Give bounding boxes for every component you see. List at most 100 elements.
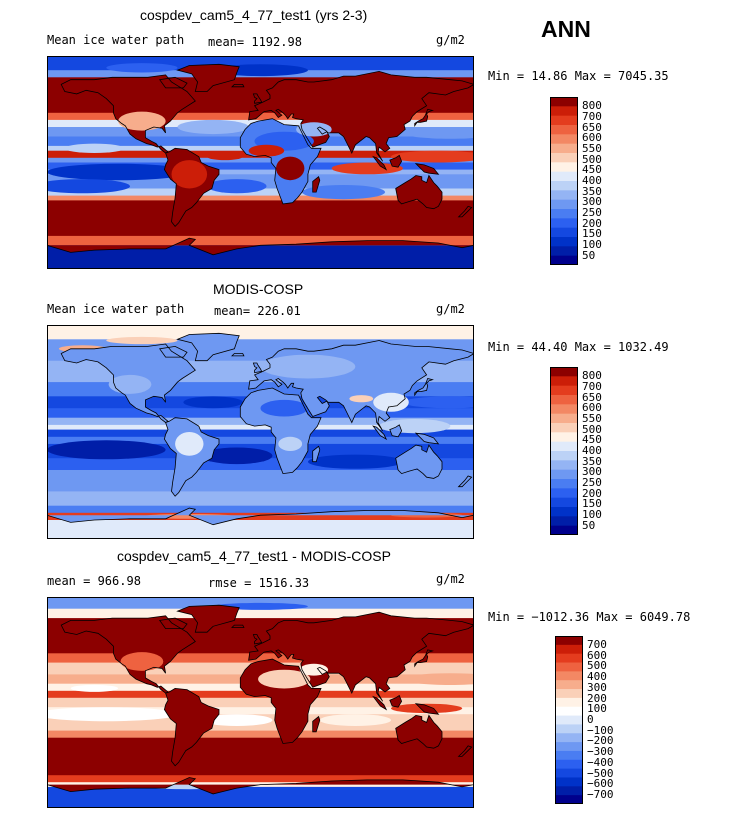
- colorbar-swatch: [550, 246, 578, 257]
- field-blob: [319, 714, 391, 726]
- coastline: [414, 703, 440, 715]
- colorbar-swatch: [550, 209, 578, 219]
- land-fill: [458, 206, 472, 217]
- coastline: [312, 176, 321, 193]
- colorbar-tick-label: −500: [587, 766, 614, 780]
- colorbar-tick-label: 300: [582, 195, 602, 209]
- colorbar-swatch: [550, 488, 578, 499]
- colorbar-swatch: [550, 181, 578, 191]
- coastline: [231, 624, 245, 628]
- colorbar-swatch: [555, 724, 583, 734]
- field-band: [47, 429, 474, 438]
- field-blob: [108, 374, 152, 394]
- panel-1-variable-label: Mean ice water path: [47, 33, 185, 47]
- field-blob: [391, 150, 474, 163]
- colorbar-tick-label: 550: [582, 142, 602, 155]
- panel-3-map-svg: [47, 597, 474, 808]
- colorbar-tick-label: 50: [582, 518, 596, 532]
- land-fill: [177, 605, 240, 633]
- colorbar-swatch: [550, 162, 578, 173]
- panel-3-minmax: Min = −1012.36 Max = 6049.78: [488, 610, 691, 624]
- colorbar-tick-label: −200: [587, 734, 614, 748]
- coastline: [158, 617, 188, 629]
- land-fill: [373, 156, 387, 170]
- colorbar-swatch: [555, 733, 583, 743]
- colorbar-tick-label: −700: [587, 788, 614, 802]
- panel-3-colorbar: [555, 636, 635, 804]
- coastline: [312, 715, 321, 733]
- panel-1-map: [47, 56, 474, 269]
- colorbar-frame: [550, 367, 578, 535]
- land-fill: [248, 612, 474, 702]
- field-blob: [120, 652, 164, 671]
- coastline: [457, 475, 473, 488]
- colorbar-swatch: [555, 653, 583, 664]
- colorbar-swatch: [550, 507, 578, 517]
- colorbar-tick-label: 700: [587, 637, 607, 651]
- land-fill: [389, 424, 402, 437]
- field-blob: [402, 127, 474, 139]
- panel-2-title: MODIS-COSP: [213, 281, 304, 297]
- colorbar-tick-label: 150: [582, 227, 602, 241]
- panel-2-map-svg: [47, 325, 474, 539]
- colorbar-tick-label: 450: [582, 163, 602, 177]
- coastline: [60, 615, 196, 694]
- field-band: [47, 200, 474, 237]
- colorbar-swatch: [550, 199, 578, 210]
- field-blob: [172, 700, 206, 729]
- land-fill: [395, 175, 442, 209]
- colorbar-tick-label: 500: [582, 422, 602, 436]
- colorbar-swatch: [555, 768, 583, 778]
- colorbar-swatch: [550, 115, 578, 126]
- colorbar-tick-label: 800: [582, 369, 602, 383]
- field-blob: [47, 440, 166, 460]
- field-band: [47, 436, 474, 445]
- coastline: [457, 205, 473, 218]
- coastline: [163, 417, 220, 497]
- colorbar-tick-label: 400: [587, 670, 607, 684]
- panel-2-colorbar: [550, 367, 630, 535]
- field-band: [47, 491, 474, 507]
- land-fill: [232, 84, 244, 87]
- colorbar-tick-label: 100: [582, 238, 602, 251]
- panel-2-colorbar-svg: [550, 367, 578, 535]
- coastline: [414, 108, 434, 128]
- field-blob: [258, 669, 311, 689]
- land-fill: [395, 715, 442, 749]
- colorbar-swatch: [550, 413, 578, 424]
- panel-3-title: cospdev_cam5_4_77_test1 - MODIS-COSP: [117, 548, 391, 564]
- field-band: [47, 325, 474, 340]
- field-blob: [183, 396, 243, 409]
- field-blob: [260, 399, 308, 417]
- panel-1-mean: mean= 1192.98: [208, 35, 302, 49]
- field-band: [47, 245, 474, 269]
- colorbar-tick-label: 500: [587, 659, 607, 673]
- field-blob: [331, 162, 403, 175]
- colorbar-tick-label: 600: [587, 648, 607, 662]
- colorbar-swatch: [550, 395, 578, 405]
- land-fill: [415, 703, 439, 715]
- coastline: [176, 332, 240, 362]
- colorbar-tick-label: 350: [582, 184, 602, 198]
- field-band: [47, 162, 474, 171]
- field-band: [47, 157, 474, 164]
- panel-1-colorbar: [550, 97, 630, 265]
- coastline: [239, 658, 322, 744]
- colorbar-tick-label: 400: [582, 174, 602, 187]
- colorbar-swatch: [550, 218, 578, 229]
- panel-2-minmax: Min = 44.40 Max = 1032.49: [488, 340, 669, 354]
- field-band: [47, 707, 474, 715]
- colorbar-tick-label: 300: [582, 465, 602, 479]
- field-blob: [296, 122, 332, 137]
- land-fill: [232, 353, 244, 356]
- colorbar-swatch: [550, 469, 578, 480]
- coastline: [60, 74, 196, 154]
- colorbar-swatch: [555, 777, 583, 787]
- land-fill: [389, 695, 402, 708]
- land-fill: [458, 745, 472, 757]
- field-band: [47, 608, 474, 619]
- coastline: [176, 604, 240, 633]
- colorbar-tick-label: 50: [582, 248, 596, 262]
- coastline: [158, 76, 188, 89]
- field-band: [47, 169, 474, 175]
